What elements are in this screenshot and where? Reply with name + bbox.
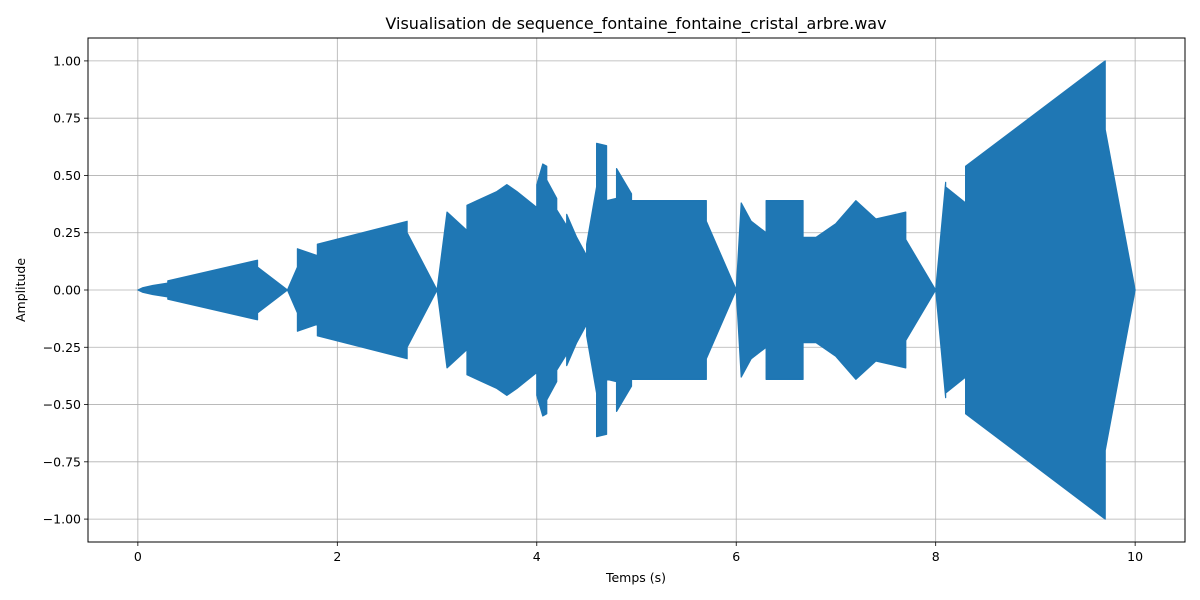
x-tick-label: 8: [932, 549, 940, 564]
x-tick-label: 10: [1127, 549, 1143, 564]
x-tick-label: 2: [333, 549, 341, 564]
y-tick-label: 0.75: [53, 111, 81, 126]
plot-area: [137, 60, 1136, 520]
y-axis-label: Amplitude: [13, 258, 28, 322]
x-tick-label: 0: [134, 549, 142, 564]
y-tick-label: 1.00: [53, 53, 81, 68]
y-tick-label: −1.00: [43, 512, 81, 527]
y-tick-label: 0.00: [53, 283, 81, 298]
x-tick-label: 6: [732, 549, 740, 564]
axis-ticks: 0 2 4 6 8 10 1.00 0.75 0.50 0.25 0.00 −0.25 −0.50 −0.…: [43, 53, 1143, 564]
y-tick-label: 0.50: [53, 168, 81, 183]
waveform-series: [137, 60, 1136, 520]
y-tick-label: −0.50: [43, 397, 81, 412]
y-tick-label: −0.75: [43, 454, 81, 469]
x-tick-label: 4: [533, 549, 541, 564]
y-tick-label: 0.25: [53, 225, 81, 240]
y-tick-label: −0.25: [43, 340, 81, 355]
x-axis-label: Temps (s): [605, 570, 666, 585]
chart-title: Visualisation de sequence_fontaine_fonta…: [385, 14, 886, 34]
